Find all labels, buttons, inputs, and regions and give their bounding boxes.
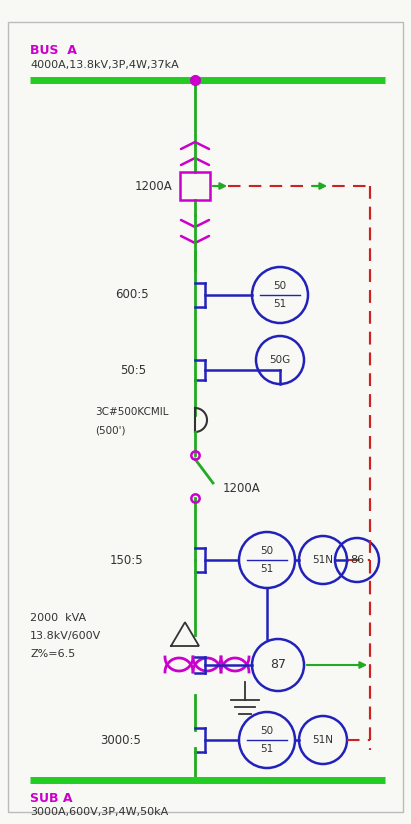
Text: 51: 51 — [273, 299, 286, 309]
Text: 51: 51 — [261, 564, 274, 574]
Text: 51N: 51N — [312, 735, 333, 745]
Text: 50G: 50G — [269, 355, 291, 365]
Text: 86: 86 — [350, 555, 364, 565]
Text: 2000  kVA: 2000 kVA — [30, 613, 86, 623]
Text: 51: 51 — [261, 744, 274, 754]
Text: 50: 50 — [273, 281, 286, 291]
Text: 3C#500KCMIL: 3C#500KCMIL — [95, 407, 169, 417]
Text: 3000:5: 3000:5 — [100, 733, 141, 747]
Text: 50: 50 — [261, 546, 274, 556]
Text: 87: 87 — [270, 658, 286, 672]
Text: 1200A: 1200A — [135, 180, 173, 193]
Text: 3000A,600V,3P,4W,50kA: 3000A,600V,3P,4W,50kA — [30, 807, 168, 817]
Bar — [180, 172, 210, 200]
Text: 150:5: 150:5 — [110, 554, 143, 567]
Text: SUB A: SUB A — [30, 792, 72, 804]
FancyBboxPatch shape — [8, 22, 403, 812]
Text: Z%=6.5: Z%=6.5 — [30, 649, 75, 659]
Text: 1200A: 1200A — [223, 481, 261, 494]
Text: 600:5: 600:5 — [115, 288, 149, 302]
Text: 13.8kV/600V: 13.8kV/600V — [30, 631, 101, 641]
Text: 51N: 51N — [312, 555, 333, 565]
Text: (500'): (500') — [95, 425, 125, 435]
Text: 50: 50 — [261, 726, 274, 736]
Text: 4000A,13.8kV,3P,4W,37kA: 4000A,13.8kV,3P,4W,37kA — [30, 60, 179, 70]
Text: 50:5: 50:5 — [120, 363, 146, 377]
Text: BUS  A: BUS A — [30, 44, 77, 57]
